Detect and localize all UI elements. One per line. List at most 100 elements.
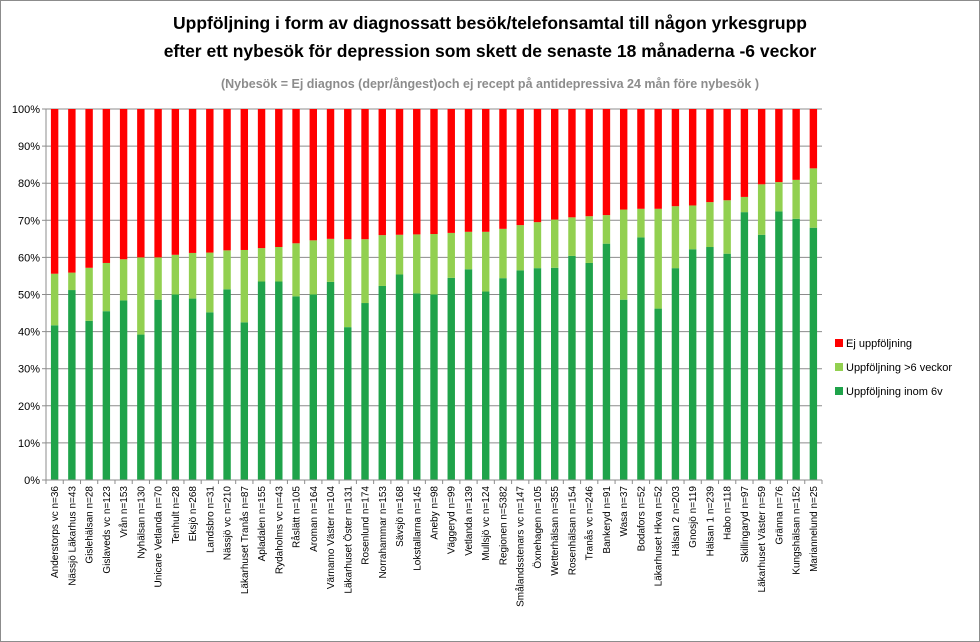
bar-segment-ej-uppfoljning: [171, 109, 180, 255]
bar-segment-over-6v: [240, 249, 249, 323]
y-tick-label: 70%: [18, 215, 40, 227]
x-tick-label: Öxnehagen n=105: [532, 486, 544, 569]
bar-segment-ej-uppfoljning: [775, 109, 783, 183]
x-tick-label: Wasa n=37: [619, 486, 630, 537]
bar-segment-over-6v: [706, 202, 714, 248]
bar-segment-over-6v: [516, 225, 524, 271]
bar-segment-over-6v: [809, 168, 818, 228]
x-tick-label: Läkarhuset Öster n=131: [342, 486, 354, 594]
bar-segment-ej-uppfoljning: [240, 109, 249, 250]
bar-segment-over-6v: [740, 196, 749, 213]
bar-segment-inom-6v: [326, 281, 335, 480]
bar-segment-ej-uppfoljning: [292, 109, 300, 244]
y-axis: 0% 10% 20% 30% 40% 50% 60% 70% 80% 90% 100%: [12, 104, 47, 487]
bar-segment-over-6v: [637, 208, 645, 238]
bar-segment-inom-6v: [757, 234, 766, 480]
y-tick-label: 100%: [12, 104, 40, 116]
bar-segment-ej-uppfoljning: [326, 109, 335, 239]
bar-segment-over-6v: [257, 248, 266, 282]
bar-segment-inom-6v: [654, 308, 662, 480]
x-tick-label: Läkarhuset Hkva n=52: [654, 486, 665, 587]
bar-segment-inom-6v: [292, 296, 300, 480]
x-tick-label: Nyhälsan n=130: [136, 486, 147, 559]
legend: Ej uppföljning Uppföljning >6 veckor Uppfö…: [835, 338, 952, 398]
bar-segment-ej-uppfoljning: [85, 109, 93, 268]
x-tick-label: Lokstallarna n=145: [412, 486, 423, 571]
bar-segment-inom-6v: [50, 325, 59, 480]
bar-segment-ej-uppfoljning: [137, 109, 145, 258]
bar-segment-over-6v: [619, 209, 628, 300]
bar-segment-ej-uppfoljning: [344, 109, 352, 240]
x-tick-label: Rydaholms vc n=43: [274, 486, 285, 575]
bar-segment-inom-6v: [792, 218, 800, 481]
x-tick-label: Värnamo Väster n=104: [326, 486, 337, 590]
bar-segment-inom-6v: [206, 312, 214, 480]
bar-segment-ej-uppfoljning: [706, 109, 714, 203]
bar-segment-ej-uppfoljning: [688, 109, 697, 206]
bar-segment-over-6v: [602, 215, 611, 244]
x-tick-label: Hälsan 2 n=203: [671, 486, 682, 557]
bar-segment-over-6v: [344, 239, 352, 328]
x-tick-label: Unicare Vetlanda n=70: [154, 486, 165, 588]
bar-segment-inom-6v: [568, 255, 576, 480]
bar-segment-over-6v: [68, 272, 76, 291]
bar-segment-inom-6v: [482, 291, 490, 480]
bar-segment-ej-uppfoljning: [671, 109, 680, 207]
x-tick-label: Råslätt n=105: [291, 486, 303, 548]
y-tick-label: 0%: [24, 475, 40, 487]
x-tick-label: Väggeryd n=99: [447, 486, 458, 555]
bar-segment-over-6v: [102, 262, 111, 312]
bar-segment-inom-6v: [119, 300, 128, 480]
bar-segment-ej-uppfoljning: [533, 109, 542, 223]
x-tick-label: Aroman n=164: [309, 486, 320, 552]
bar-segment-inom-6v: [413, 293, 421, 480]
x-tick-label: Rosenhälsan n=154: [567, 486, 578, 576]
x-tick-label: Kungshälsan n=152: [792, 486, 803, 575]
bar-segment-ej-uppfoljning: [119, 109, 128, 260]
bar-segment-inom-6v: [137, 334, 145, 480]
bar-segment-over-6v: [533, 222, 542, 269]
bar-segment-ej-uppfoljning: [619, 109, 628, 210]
bar-segment-inom-6v: [430, 294, 438, 480]
bar-segment-over-6v: [309, 240, 317, 295]
bar-segment-ej-uppfoljning: [723, 109, 731, 201]
chart-title: Uppföljning i form av diagnossatt besök/…: [173, 13, 807, 33]
bar-segment-over-6v: [792, 179, 800, 219]
x-tick-label: Skillingaryd n=97: [740, 486, 751, 563]
bar-segment-over-6v: [326, 238, 335, 282]
y-tick-label: 50%: [18, 290, 40, 302]
bar-segment-over-6v: [430, 234, 438, 295]
bar-segment-over-6v: [499, 228, 507, 279]
bar-segment-ej-uppfoljning: [516, 109, 524, 226]
y-tick-label: 80%: [18, 178, 40, 190]
x-tick-label: Tenhult n=28: [171, 486, 182, 544]
x-tick-label: Gnosjö n=119: [688, 486, 699, 548]
bar-segment-inom-6v: [85, 320, 93, 480]
x-tick-label: Smålandsstenars vc n=147: [515, 486, 527, 607]
legend-label: Uppföljning inom 6v: [846, 386, 943, 398]
bar-segment-ej-uppfoljning: [792, 109, 800, 180]
y-tick-label: 90%: [18, 141, 40, 153]
bar-segment-inom-6v: [275, 281, 283, 480]
bar-segment-inom-6v: [154, 299, 162, 480]
bar-segment-over-6v: [85, 267, 93, 321]
bar-segment-inom-6v: [344, 327, 352, 480]
bar-segment-over-6v: [482, 231, 490, 292]
bar-segment-ej-uppfoljning: [223, 109, 231, 251]
bar-segment-ej-uppfoljning: [809, 109, 818, 169]
bar-segment-ej-uppfoljning: [499, 109, 507, 229]
x-tick-label: Gislehälsan n=28: [85, 486, 96, 564]
bar-segment-inom-6v: [775, 211, 783, 480]
chart-subtitle: efter ett nybesök för depression som ske…: [164, 41, 817, 61]
x-tick-label: Bankeryd n=91: [602, 486, 613, 554]
bar-segment-inom-6v: [706, 247, 714, 480]
bar-segment-inom-6v: [171, 294, 180, 480]
bar-segment-ej-uppfoljning: [430, 109, 438, 235]
bar-segment-over-6v: [551, 219, 559, 268]
bar-segment-over-6v: [378, 235, 386, 286]
bar-segment-inom-6v: [68, 290, 76, 480]
bar-segment-over-6v: [206, 252, 214, 313]
x-tick-label: Wetterhälsan n=355: [550, 486, 561, 576]
y-tick-label: 40%: [18, 327, 40, 339]
bar-segment-ej-uppfoljning: [154, 109, 162, 258]
